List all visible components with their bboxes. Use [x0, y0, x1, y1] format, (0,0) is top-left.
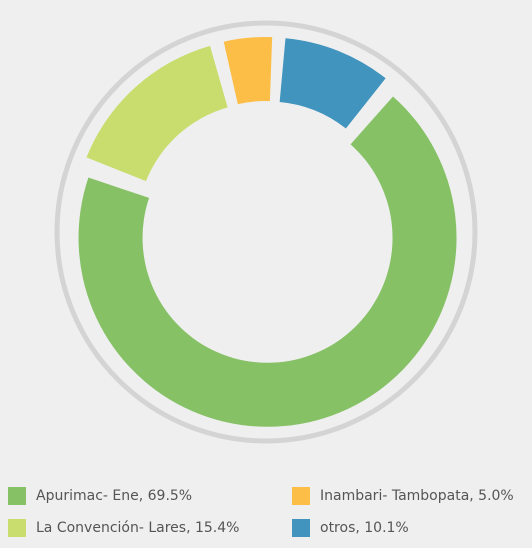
chart-legend: Apurimac- Ene, 69.5% Inambari- Tambopata… [0, 480, 532, 548]
legend-label: Inambari- Tambopata, 5.0% [320, 488, 514, 504]
legend-swatch [292, 487, 310, 505]
legend-swatch [292, 519, 310, 537]
legend-label: otros, 10.1% [320, 520, 409, 536]
legend-label: La Convención- Lares, 15.4% [36, 520, 240, 536]
legend-item-otros: otros, 10.1% [292, 516, 409, 540]
legend-swatch [8, 519, 26, 537]
legend-item-la-convencion-lares: La Convención- Lares, 15.4% [8, 516, 239, 540]
legend-item-apurimac-ene: Apurimac- Ene, 69.5% [8, 484, 192, 508]
donut-slice-otros [279, 38, 386, 129]
legend-label: Apurimac- Ene, 69.5% [36, 488, 193, 504]
donut-slice-inambari-tambopata [223, 37, 273, 105]
donut-slice-la-convenci-n-lares [86, 45, 228, 182]
donut-slice-apurimac-ene [78, 96, 457, 427]
outer-ring [54, 20, 478, 444]
legend-swatch [8, 487, 26, 505]
donut-slices [78, 37, 457, 427]
legend-item-inambari-tambopata: Inambari- Tambopata, 5.0% [292, 484, 514, 508]
